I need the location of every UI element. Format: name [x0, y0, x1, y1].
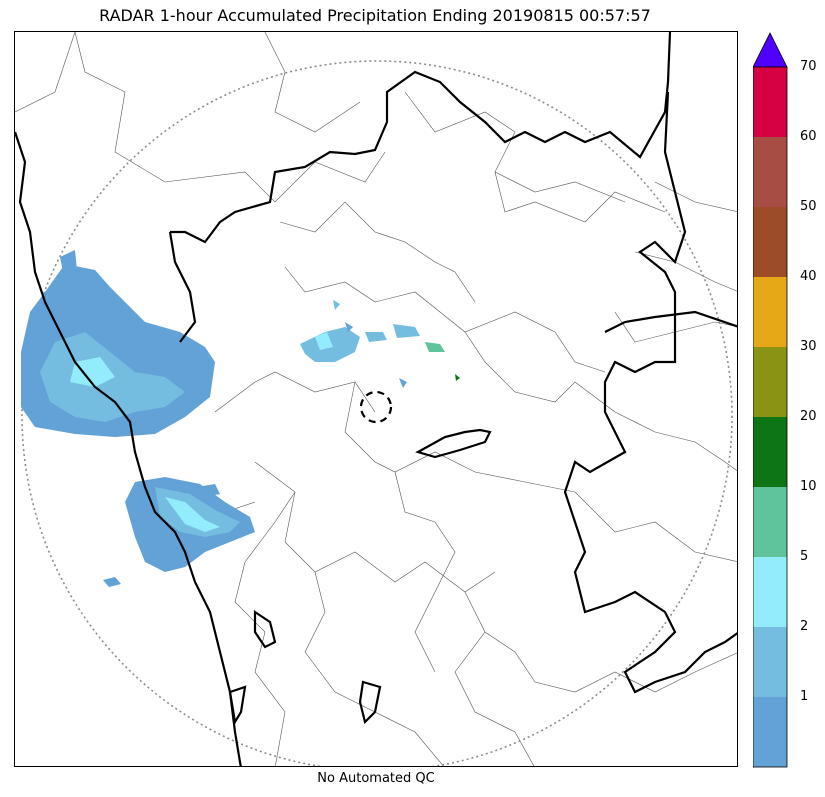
colorbar-band [753, 277, 787, 347]
map-canvas [15, 32, 737, 766]
colorbar-band [753, 67, 787, 137]
colorbar-band [753, 417, 787, 487]
state-boundaries [15, 32, 737, 766]
colorbar-tick-label: 20 [800, 409, 817, 424]
colorbar-tick-label: 40 [800, 269, 817, 284]
precipitation-areas [21, 250, 460, 587]
colorbar-tick-label: 30 [800, 339, 817, 354]
colorbar-band [753, 697, 787, 767]
qc-note: No Automated QC [317, 771, 435, 786]
colorbar-frame [753, 66, 788, 768]
radar-map[interactable] [14, 31, 738, 767]
colorbar-tick-label: 5 [800, 549, 809, 564]
colorbar-tick-label: 2 [800, 619, 809, 634]
colorbar-tick-label: 1 [800, 689, 809, 704]
colorbar-band [753, 627, 787, 697]
colorbar [753, 32, 788, 768]
colorbar-bands [753, 67, 787, 767]
range-ring [21, 60, 733, 766]
radar-site-marker [359, 390, 393, 424]
colorbar-band [753, 557, 787, 627]
colorbar-tick-label: 10 [800, 479, 817, 494]
colorbar-tick-label: 60 [800, 129, 817, 144]
colorbar-band [753, 207, 787, 277]
colorbar-extend-arrow [753, 32, 788, 68]
colorbar-tick-label: 70 [800, 59, 817, 74]
colorbar-band [753, 137, 787, 207]
colorbar-band [753, 347, 787, 417]
colorbar-band [753, 487, 787, 557]
map-title: RADAR 1-hour Accumulated Precipitation E… [99, 6, 651, 25]
colorbar-tick-label: 50 [800, 199, 817, 214]
